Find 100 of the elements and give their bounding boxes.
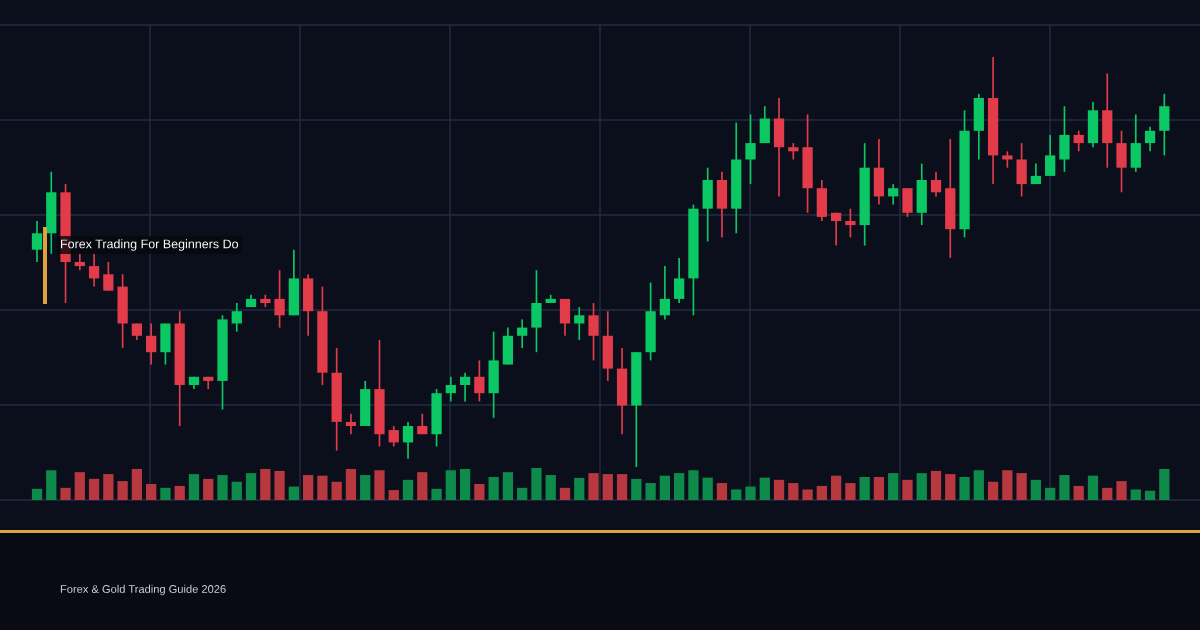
candlestick	[574, 306, 585, 341]
candlestick	[402, 421, 414, 460]
bar	[1116, 481, 1127, 500]
candlestick	[674, 257, 685, 304]
bar	[816, 485, 827, 500]
bar	[174, 485, 185, 500]
bar	[1130, 489, 1141, 500]
bar	[1059, 475, 1070, 500]
candlestick	[445, 375, 456, 403]
bar	[203, 478, 214, 500]
candlestick	[1073, 129, 1084, 153]
bar	[830, 475, 842, 500]
bar	[188, 474, 200, 500]
bar	[402, 479, 414, 500]
bar	[616, 474, 628, 500]
bar	[388, 490, 399, 500]
candlestick	[1045, 134, 1056, 177]
bar	[1016, 473, 1027, 500]
bar	[1045, 487, 1056, 500]
bar	[1102, 487, 1113, 500]
bar	[260, 468, 271, 500]
bar	[731, 489, 742, 500]
candlestick	[517, 318, 528, 349]
bar	[217, 475, 228, 500]
bar	[302, 475, 314, 500]
candlestick	[231, 302, 242, 333]
bar	[502, 472, 514, 500]
bar	[459, 468, 471, 500]
candlestick	[930, 170, 942, 198]
bar	[716, 483, 728, 500]
candlestick	[274, 269, 285, 329]
bar	[588, 473, 599, 500]
bar	[845, 483, 856, 500]
candlestick	[659, 265, 671, 321]
bar	[873, 476, 885, 500]
bar	[445, 470, 456, 500]
bar	[517, 487, 528, 500]
candlestick	[888, 183, 899, 206]
bar	[417, 472, 428, 500]
bar	[74, 472, 85, 500]
bar	[317, 475, 328, 500]
bar	[60, 487, 71, 500]
bar	[973, 470, 984, 500]
bar	[759, 477, 770, 500]
bar	[987, 481, 999, 500]
bar	[773, 479, 785, 500]
bar	[1144, 490, 1156, 500]
bar	[431, 488, 442, 500]
bar	[231, 481, 242, 500]
bar	[788, 483, 799, 500]
bar	[545, 475, 556, 500]
bar	[702, 477, 713, 500]
candlestick	[388, 425, 399, 448]
bar	[1030, 479, 1042, 500]
bar	[631, 478, 642, 500]
candlestick	[146, 322, 157, 366]
candlestick	[830, 211, 842, 247]
bar	[360, 475, 371, 500]
bar	[146, 484, 157, 500]
bar	[659, 475, 671, 500]
bar	[274, 470, 285, 500]
bar	[802, 489, 813, 500]
bar	[46, 470, 57, 500]
bar	[31, 488, 43, 500]
bar	[1002, 470, 1013, 500]
bar	[902, 479, 913, 500]
bar	[88, 478, 100, 500]
bar	[930, 470, 942, 500]
bar	[245, 473, 257, 500]
bar	[645, 483, 656, 500]
bar	[888, 473, 899, 500]
bar	[574, 477, 585, 500]
bar	[959, 476, 970, 500]
bar	[945, 474, 956, 500]
candlestick	[474, 359, 485, 403]
candlestick	[345, 412, 357, 436]
candlestick	[103, 261, 114, 292]
bar	[1087, 475, 1099, 500]
bar	[602, 474, 613, 500]
candlestick	[588, 302, 599, 362]
bar	[160, 487, 171, 500]
bar	[288, 486, 299, 500]
bar	[531, 468, 542, 500]
bar	[103, 474, 114, 500]
bar	[559, 487, 571, 500]
text: Forex Trading For Beginners Do	[61, 239, 239, 251]
bar	[131, 468, 143, 500]
bar	[859, 476, 870, 500]
bar	[674, 473, 685, 500]
candlestick	[745, 113, 756, 185]
bar	[916, 473, 927, 500]
bar	[1159, 468, 1170, 500]
bar	[488, 476, 499, 500]
candlestick	[1144, 125, 1156, 153]
bar	[374, 470, 385, 500]
bar	[1073, 485, 1084, 500]
bar	[745, 486, 756, 500]
candlestick	[845, 207, 856, 239]
candlestick	[31, 220, 43, 263]
bar	[331, 481, 342, 500]
